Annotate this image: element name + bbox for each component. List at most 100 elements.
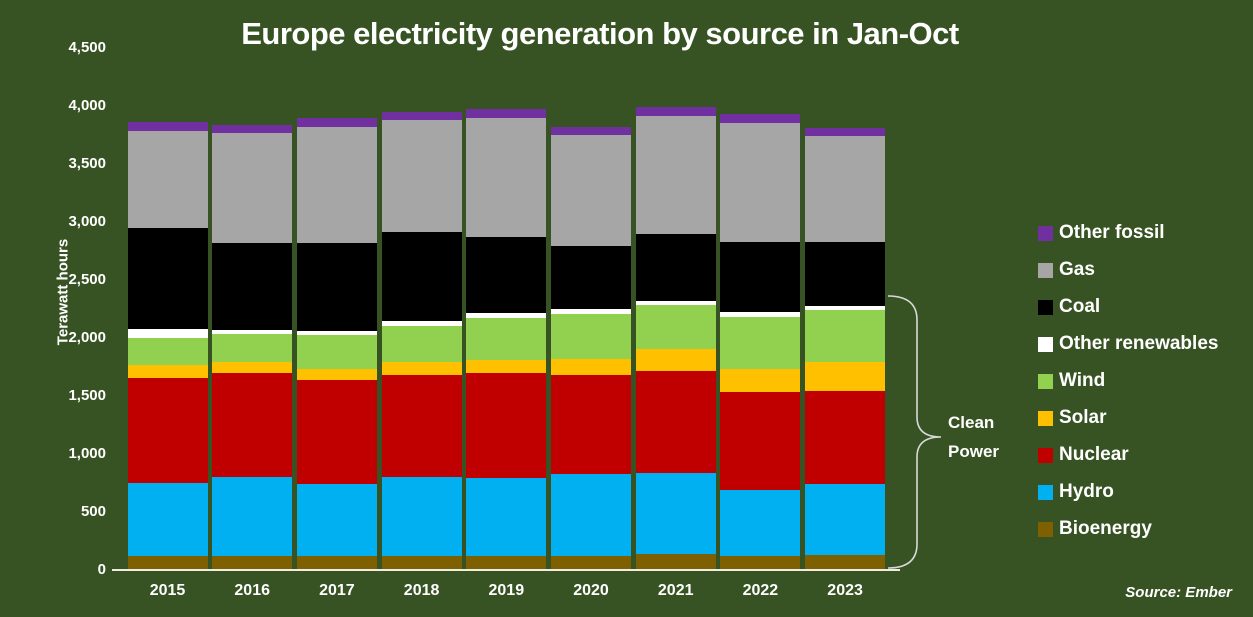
bar-segment-2020-gas: [551, 135, 631, 246]
legend-label: Nuclear: [1059, 444, 1129, 465]
clean-power-label: Clean Power: [948, 408, 999, 466]
bar-segment-2016-wind: [212, 334, 293, 363]
x-tick-label-2015: 2015: [149, 582, 186, 599]
legend-label: Gas: [1059, 259, 1095, 280]
bar-segment-2021-nuclear: [635, 370, 716, 474]
legend-label: Bioenergy: [1059, 518, 1152, 539]
x-tick-label-2020: 2020: [573, 582, 609, 599]
bar-segment-2016-other-renewables: [212, 330, 293, 335]
bar-segment-2020-bioenergy: [551, 555, 631, 569]
legend-swatch-icon: [1038, 484, 1053, 500]
legend-item-other-renewables: Other renewables: [1038, 333, 1218, 355]
bar-segment-2018-hydro: [381, 476, 462, 556]
x-tick-label-2016: 2016: [234, 582, 270, 599]
bar-segment-2022-gas: [720, 122, 801, 243]
legend-label: Coal: [1059, 296, 1101, 317]
bar-2023: [805, 128, 886, 569]
bar-segment-2020-other-renewables: [551, 308, 631, 314]
bar-segment-2019-wind: [466, 318, 547, 361]
legend-label: Other renewables: [1059, 333, 1219, 354]
legend-item-gas: Gas: [1038, 259, 1095, 281]
legend-label: Wind: [1059, 370, 1106, 391]
bar-segment-2021-gas: [635, 115, 716, 235]
bar-segment-2016-other-fossil: [212, 125, 293, 134]
bar-segment-2021-wind: [635, 305, 716, 350]
bar-segment-2019-hydro: [466, 477, 547, 557]
y-tick-label-3000: 3,000: [68, 213, 106, 230]
bar-segment-2021-other-fossil: [635, 106, 716, 116]
bar-segment-2016-bioenergy: [212, 555, 293, 569]
bar-segment-2019-other-renewables: [466, 313, 547, 319]
bar-segment-2017-other-renewables: [296, 330, 377, 335]
bar-segment-2023-nuclear: [805, 390, 886, 485]
y-tick-label-3500: 3,500: [68, 155, 106, 172]
bar-segment-2015-other-renewables: [127, 329, 208, 338]
bar-segment-2015-coal: [127, 227, 208, 330]
bar-segment-2016-gas: [212, 133, 293, 244]
bar-segment-2017-hydro: [296, 484, 377, 557]
bar-segment-2021-bioenergy: [635, 554, 716, 569]
bar-2018: [381, 111, 462, 569]
bar-segment-2018-coal: [381, 232, 462, 321]
bar-segment-2021-hydro: [635, 473, 716, 555]
source-note: Source: Ember: [1125, 584, 1232, 601]
bar-segment-2020-coal: [551, 245, 631, 309]
bar-2022: [720, 113, 801, 569]
legend-item-coal: Coal: [1038, 296, 1100, 318]
bar-segment-2017-nuclear: [296, 379, 377, 485]
legend-swatch-icon: [1038, 225, 1053, 241]
bar-segment-2017-gas: [296, 126, 377, 244]
y-tick-label-1500: 1,500: [68, 387, 106, 404]
bar-segment-2023-coal: [805, 242, 886, 306]
bar-segment-2015-bioenergy: [127, 556, 208, 569]
x-tick-label-2022: 2022: [742, 582, 779, 599]
bar-segment-2023-wind: [805, 309, 886, 362]
y-tick-label-2500: 2,500: [68, 271, 106, 288]
y-tick-label-1000: 1,000: [68, 445, 106, 462]
bar-segment-2022-wind: [720, 316, 801, 369]
bar-segment-2019-other-fossil: [466, 109, 547, 119]
bar-segment-2019-coal: [466, 237, 547, 314]
clean-power-line2: Power: [948, 442, 1000, 461]
bar-segment-2020-hydro: [551, 473, 631, 556]
bar-segment-2019-bioenergy: [466, 556, 547, 569]
y-tick-label-2000: 2,000: [68, 329, 106, 346]
y-tick-label-500: 500: [80, 503, 106, 520]
legend-item-wind: Wind: [1038, 370, 1105, 392]
legend-swatch-icon: [1038, 299, 1053, 315]
bar-segment-2022-other-fossil: [720, 113, 801, 123]
bar-segment-2023-gas: [805, 136, 886, 243]
bar-segment-2022-coal: [720, 242, 801, 313]
bar-segment-2021-other-renewables: [635, 300, 716, 306]
bar-segment-2018-bioenergy: [381, 555, 462, 569]
legend-item-solar: Solar: [1038, 407, 1107, 429]
bar-segment-2023-other-renewables: [805, 305, 886, 310]
bar-2020: [551, 127, 631, 569]
bar-segment-2018-nuclear: [381, 375, 462, 477]
bar-segment-2015-gas: [127, 131, 208, 228]
legend-label: Solar: [1059, 407, 1107, 428]
legend-swatch-icon: [1038, 262, 1053, 278]
bar-2019: [466, 109, 547, 569]
bar-segment-2022-solar: [720, 368, 801, 393]
bar-segment-2017-wind: [296, 334, 377, 369]
bar-segment-2023-hydro: [805, 484, 886, 556]
bar-segment-2020-other-fossil: [551, 127, 631, 136]
bar-2021: [635, 106, 716, 569]
x-tick-label-2018: 2018: [403, 582, 440, 599]
bar-segment-2022-other-renewables: [720, 312, 801, 317]
bar-segment-2022-hydro: [720, 490, 801, 557]
legend-item-bioenergy: Bioenergy: [1038, 518, 1152, 540]
legend-item-nuclear: Nuclear: [1038, 444, 1129, 466]
bar-segment-2015-other-fossil: [127, 122, 208, 132]
legend-swatch-icon: [1038, 336, 1053, 352]
bar-segment-2023-bioenergy: [805, 555, 886, 569]
bar-2017: [296, 117, 377, 569]
bar-segment-2018-wind: [381, 325, 462, 363]
bar-segment-2023-solar: [805, 361, 886, 391]
x-axis-line: [112, 569, 900, 571]
bar-segment-2018-solar: [381, 362, 462, 376]
legend-label: Hydro: [1059, 481, 1114, 502]
bar-segment-2016-coal: [212, 243, 293, 331]
legend-label: Other fossil: [1059, 222, 1165, 243]
